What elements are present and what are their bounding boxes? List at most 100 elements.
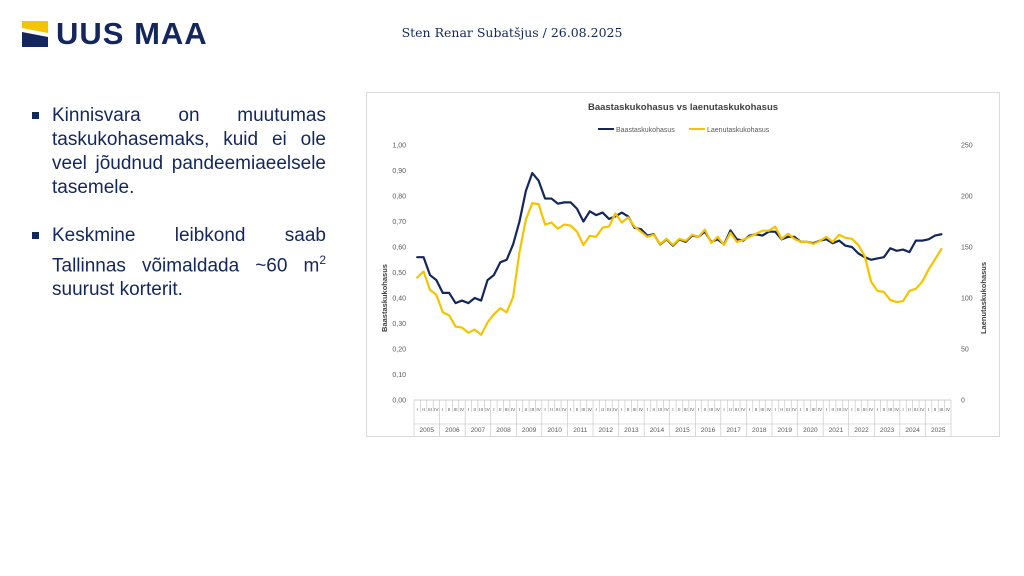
x-quarter-label: I xyxy=(621,407,622,413)
chart-container: Baastaskukohasus vs laenutaskukohasus Ba… xyxy=(366,92,1000,437)
x-year-label: 2011 xyxy=(573,427,587,434)
x-quarter-label: I xyxy=(749,407,750,413)
x-quarter-label: I xyxy=(544,407,545,413)
x-year-label: 2015 xyxy=(675,427,690,434)
y-left-tick-label: 0,30 xyxy=(392,321,406,328)
y-axis-right-label: Laenutaskukohasus xyxy=(979,262,988,334)
x-quarter-label: II xyxy=(422,407,425,413)
bullet-text-2-end: suurust korterit. xyxy=(52,279,183,301)
x-quarter-label: I xyxy=(826,407,827,413)
x-quarter-label: III xyxy=(454,407,458,413)
x-quarter-label: IV xyxy=(869,407,874,413)
x-quarter-label: III xyxy=(479,407,483,413)
x-year-label: 2019 xyxy=(778,427,793,434)
x-quarter-label: II xyxy=(729,407,732,413)
x-quarter-label: III xyxy=(633,407,637,413)
x-quarter-label: I xyxy=(672,407,673,413)
author-date: Sten Renar Subatšjus / 26.08.2025 xyxy=(401,25,623,40)
bullet-square-icon xyxy=(32,112,39,119)
x-quarter-label: I xyxy=(442,407,443,413)
x-quarter-label: III xyxy=(888,407,892,413)
x-quarter-label: IV xyxy=(920,407,925,413)
bullet-item: Keskmine leibkond saab Tallinnas võimald… xyxy=(32,224,326,302)
y-right-tick-label: 100 xyxy=(961,296,973,303)
x-year-label: 2025 xyxy=(931,427,946,434)
x-quarter-label: III xyxy=(530,407,534,413)
x-quarter-label: III xyxy=(786,407,790,413)
x-quarter-label: II xyxy=(908,407,911,413)
x-quarter-label: II xyxy=(780,407,783,413)
chart-title: Baastaskukohasus vs laenutaskukohasus xyxy=(588,102,778,113)
x-quarter-label: I xyxy=(647,407,648,413)
logo-mark-icon xyxy=(22,21,48,47)
x-quarter-label: II xyxy=(525,407,528,413)
x-year-label: 2023 xyxy=(880,427,895,434)
x-quarter-label: IV xyxy=(460,407,465,413)
x-axis: I II III IV I II III IV I II III IV I II III IV I II III IV… xyxy=(413,399,952,436)
x-quarter-label: II xyxy=(831,407,834,413)
x-quarter-label: IV xyxy=(767,407,772,413)
legend: Baastaskukohasus Laenutaskukohasus xyxy=(598,127,770,134)
x-year-label: 2022 xyxy=(854,427,869,434)
y-left-tick-label: 0,00 xyxy=(392,398,406,405)
y-axis-right-ticks: 0 50 100 150 200 250 xyxy=(961,143,973,405)
bullet-list: Kinnisvara on muutumas taskukohasemaks, … xyxy=(32,104,326,326)
logo: UUS MAA xyxy=(22,18,208,50)
x-quarter-label: II xyxy=(448,407,451,413)
x-quarter-label: II xyxy=(857,407,860,413)
x-quarter-label: IV xyxy=(843,407,848,413)
x-quarter-label: II xyxy=(934,407,937,413)
x-quarter-label: III xyxy=(505,407,509,413)
x-quarter-label: IV xyxy=(792,407,797,413)
y-left-tick-label: 0,10 xyxy=(392,372,406,379)
x-quarter-label: IV xyxy=(511,407,516,413)
x-quarter-label: II xyxy=(627,407,630,413)
x-quarter-label: I xyxy=(877,407,878,413)
x-quarter-label: III xyxy=(581,407,585,413)
x-quarter-label: II xyxy=(704,407,707,413)
x-quarter-label: I xyxy=(493,407,494,413)
x-quarter-label: III xyxy=(735,407,739,413)
x-year-label: 2005 xyxy=(420,427,435,434)
x-quarter-label: II xyxy=(601,407,604,413)
x-quarter-label: III xyxy=(939,407,943,413)
x-quarter-label: III xyxy=(658,407,662,413)
bullet-text-2: Keskmine leibkond saab Tallinnas võimald… xyxy=(52,224,326,302)
x-quarter-label: IV xyxy=(715,407,720,413)
x-quarter-label: IV xyxy=(741,407,746,413)
x-quarter-label: II xyxy=(806,407,809,413)
x-quarter-label: III xyxy=(812,407,816,413)
x-quarter-label: III xyxy=(556,407,560,413)
x-year-label: 2016 xyxy=(701,427,716,434)
y-right-tick-label: 0 xyxy=(961,398,965,405)
y-left-tick-label: 0,60 xyxy=(392,245,406,252)
x-quarter-label: I xyxy=(800,407,801,413)
x-quarter-label: IV xyxy=(946,407,951,413)
x-quarter-label: II xyxy=(678,407,681,413)
x-quarter-label: IV xyxy=(588,407,593,413)
bullet-text-2-main: Keskmine leibkond saab Tallinnas võimald… xyxy=(52,225,326,277)
x-quarter-label: IV xyxy=(639,407,644,413)
x-year-label: 2017 xyxy=(726,427,741,434)
y-axis-left-ticks: 0,00 0,10 0,20 0,30 0,40 0,50 0,60 0,70 0,80 0,90… xyxy=(392,143,406,405)
y-left-tick-label: 0,40 xyxy=(392,296,406,303)
x-quarter-label: I xyxy=(775,407,776,413)
x-year-label: 2024 xyxy=(905,427,920,434)
x-quarter-label: II xyxy=(576,407,579,413)
y-right-tick-label: 200 xyxy=(961,194,973,201)
x-quarter-label: I xyxy=(902,407,903,413)
series-group xyxy=(416,171,943,336)
x-quarter-label: III xyxy=(760,407,764,413)
x-quarter-label: III xyxy=(837,407,841,413)
x-quarter-label: I xyxy=(596,407,597,413)
x-quarter-label: I xyxy=(417,407,418,413)
x-quarter-label: III xyxy=(863,407,867,413)
y-right-tick-label: 150 xyxy=(961,245,973,252)
x-quarter-label: IV xyxy=(536,407,541,413)
x-year-label: 2020 xyxy=(803,427,818,434)
y-left-tick-label: 0,20 xyxy=(392,347,406,354)
x-year-label: 2014 xyxy=(650,427,665,434)
legend-label-loan: Laenutaskukohasus xyxy=(707,127,770,134)
x-quarter-label: I xyxy=(723,407,724,413)
x-quarter-label: I xyxy=(851,407,852,413)
